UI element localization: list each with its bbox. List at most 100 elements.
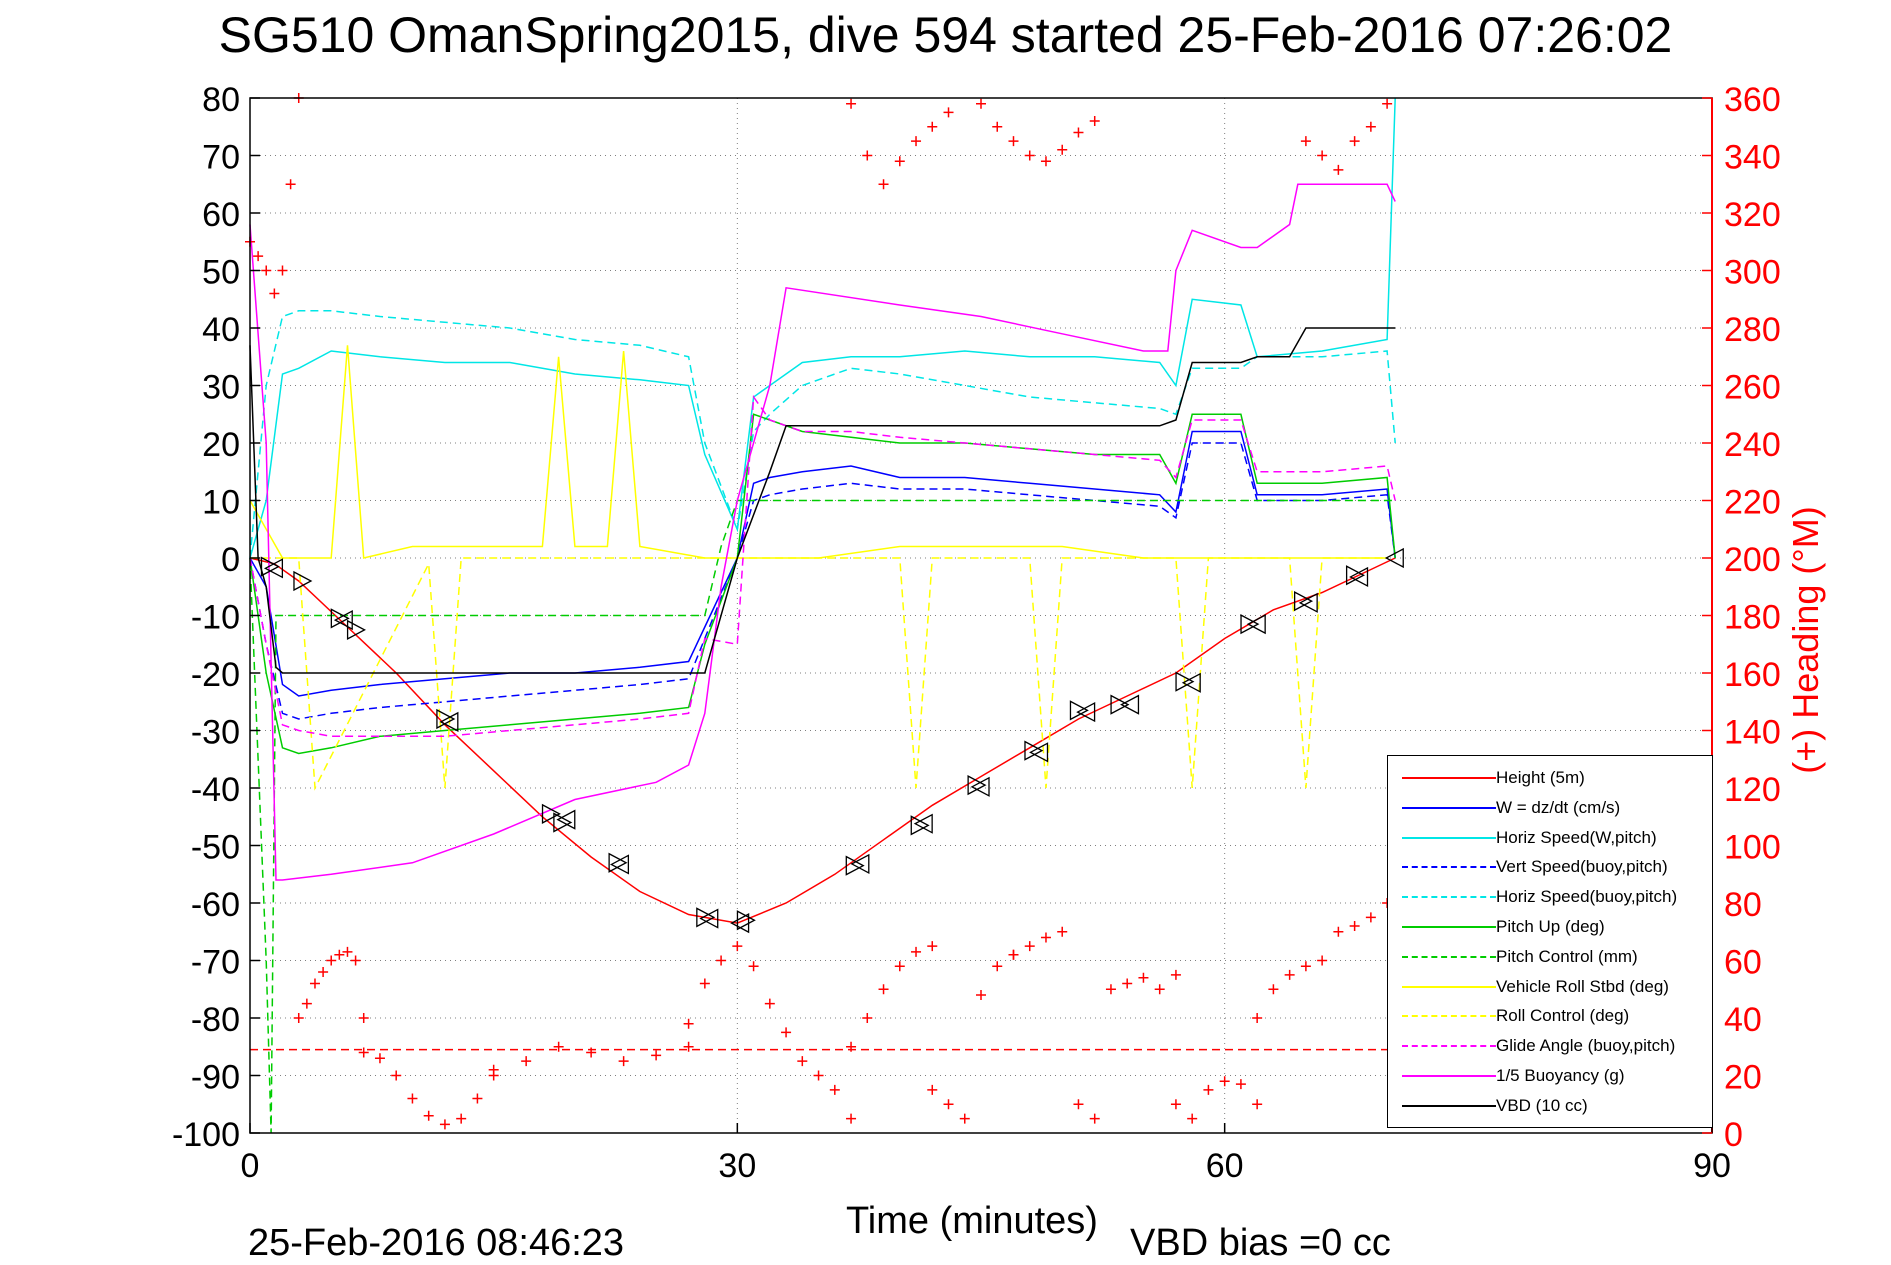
legend-swatch <box>1402 896 1496 899</box>
heading-point <box>1333 164 1344 175</box>
heading-point <box>1317 955 1328 966</box>
legend-label: Height (5m) <box>1496 768 1585 787</box>
triangle-marker-right <box>696 907 716 928</box>
legend-entry: VBD (10 cc) <box>1388 1092 1712 1120</box>
heading-point <box>1365 121 1376 132</box>
vbd-bias-text: VBD bias =0 cc <box>1130 1222 1391 1264</box>
y-tick-label: -10 <box>191 599 240 637</box>
heading-point <box>350 955 361 966</box>
heading-point <box>976 98 986 109</box>
triangle-marker-left <box>609 854 630 875</box>
triangle-marker-right <box>293 570 313 592</box>
legend-label: Horiz Speed(W,pitch) <box>1496 827 1657 847</box>
y-tick-label: 70 <box>202 139 240 177</box>
heading-point <box>521 1056 532 1067</box>
heading-point <box>586 1047 597 1058</box>
heading-point <box>423 1110 434 1121</box>
series-line-1-5-buoyancy-g <box>249 183 1396 881</box>
triangle-marker-left <box>850 853 870 874</box>
legend-label: VBD (10 cc) <box>1496 1095 1588 1115</box>
heading-layer <box>245 93 1401 1130</box>
legend-entry: Pitch Control (mm) <box>1388 943 1712 971</box>
y2-tick-label: 100 <box>1724 829 1781 867</box>
legend-entry: Vert Speed(buoy,pitch) <box>1388 853 1712 881</box>
heading-point <box>894 961 905 972</box>
triangle-marker-left <box>1384 547 1404 569</box>
heading-point <box>1365 912 1376 923</box>
heading-point <box>1382 98 1393 109</box>
heading-point <box>1170 969 1181 980</box>
heading-point <box>1349 921 1360 931</box>
triangle-marker-left <box>970 776 990 797</box>
series-line-pitch-up-deg <box>249 413 1396 755</box>
heading-point <box>1073 1099 1084 1110</box>
triangle-marker-right <box>1110 694 1130 715</box>
heading-point <box>407 1093 418 1104</box>
legend-entry: Horiz Speed(buoy,pitch) <box>1388 883 1712 911</box>
series-line-roll-control-deg <box>250 557 1388 791</box>
heading-point <box>374 1053 385 1064</box>
legend-label: Pitch Control (mm) <box>1496 946 1638 966</box>
heading-point <box>285 179 296 190</box>
triangle-marker-left <box>1246 614 1266 635</box>
y2-tick-label: 220 <box>1724 484 1781 522</box>
triangle-marker-left <box>1181 672 1201 693</box>
heading-point <box>309 978 320 989</box>
x-tick-label: 30 <box>718 1147 756 1185</box>
legend-swatch <box>1402 955 1496 958</box>
y2-tick-label: 360 <box>1724 81 1781 119</box>
heading-point <box>764 998 775 1009</box>
triangle-marker-left <box>556 809 576 830</box>
heading-point <box>439 1119 450 1130</box>
heading-point <box>1154 984 1165 995</box>
heading-point <box>716 955 727 966</box>
series-line-height-5m <box>249 557 1396 924</box>
legend-swatch <box>1402 1104 1496 1107</box>
legend-entry: Vehicle Roll Stbd (deg) <box>1388 973 1712 1001</box>
heading-point <box>1284 969 1295 980</box>
heading-point <box>862 150 873 161</box>
triangle-marker-left <box>1076 702 1096 723</box>
legend-swatch <box>1402 1075 1496 1077</box>
heading-point <box>878 179 889 190</box>
legend-swatch <box>1402 985 1496 988</box>
y-tick-label: -100 <box>172 1116 240 1154</box>
legend-swatch <box>1402 1045 1496 1048</box>
legend-label: Horiz Speed(buoy,pitch) <box>1496 887 1678 907</box>
y2-tick-label: 340 <box>1724 139 1781 177</box>
y-tick-label: 50 <box>202 254 240 292</box>
y-tick-label: -30 <box>191 714 240 752</box>
y-tick-label: 10 <box>202 484 240 522</box>
heading-point <box>253 251 264 262</box>
legend-swatch <box>1402 1015 1496 1018</box>
heading-point <box>277 265 288 276</box>
y-tick-label: -20 <box>191 656 240 694</box>
heading-point <box>293 1013 304 1023</box>
right-axis-label: (+) Heading (°M) <box>1785 506 1826 774</box>
y-tick-label: 0 <box>221 541 240 579</box>
y2-tick-label: 40 <box>1724 1001 1762 1039</box>
triangle-marker-right <box>436 708 456 730</box>
heading-point <box>1040 156 1051 167</box>
legend-label: Roll Control (deg) <box>1496 1006 1630 1026</box>
triangle-marker-right <box>346 619 366 640</box>
heading-point <box>911 136 922 147</box>
heading-point <box>1333 926 1344 937</box>
marker-layer <box>260 547 1404 934</box>
triangle-marker-right <box>1024 740 1044 761</box>
y2-tick-label: 80 <box>1724 886 1762 924</box>
y2-tick-label: 320 <box>1724 196 1781 234</box>
legend-label: Glide Angle (buoy,pitch) <box>1496 1036 1676 1056</box>
triangle-marker-left <box>1029 742 1049 763</box>
heading-point <box>1138 972 1149 983</box>
heading-point <box>1317 150 1328 161</box>
heading-point <box>618 1056 629 1067</box>
legend-label: Pitch Up (deg) <box>1496 917 1605 936</box>
triangle-marker-right <box>1240 614 1260 635</box>
heading-point <box>1073 127 1084 138</box>
triangle-marker-left <box>263 558 284 579</box>
heading-point <box>1252 1099 1263 1110</box>
y-tick-label: -40 <box>191 771 240 809</box>
heading-point <box>992 121 1003 132</box>
